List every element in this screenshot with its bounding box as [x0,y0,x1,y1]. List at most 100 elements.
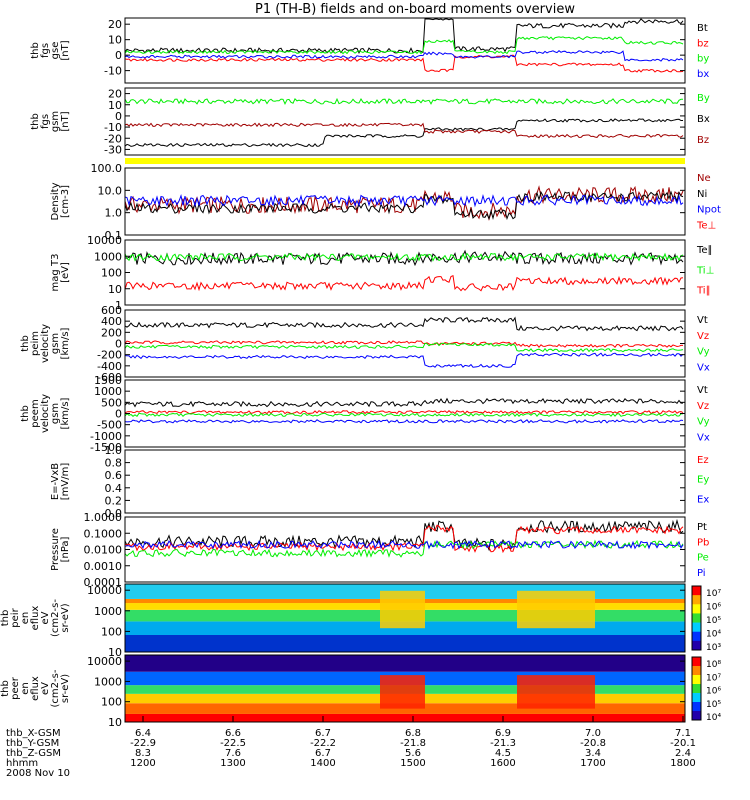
legend-Bx: Bx [697,114,710,125]
series-line-Te∥ [124,249,684,267]
series-line-Bt [124,18,684,54]
y-tick-label: 0.4 [105,482,123,495]
x-axis-row-label: hhmm [6,758,38,769]
y-axis-label-line: Density [50,182,61,220]
x-axis-value: 6.9 [495,728,511,739]
y-axis-label: thb fgs gse [nT] [30,40,71,60]
y-tick-label: 10000 [87,234,122,247]
x-axis-row-label: thb_Z-GSM [6,748,61,759]
heatmap-enhancement [380,675,425,709]
y-axis-label-line: [km/s] [60,327,71,359]
legend-Ne: Ne [697,173,711,184]
y-tick-label: 100 [101,696,122,709]
series-line-by [124,36,684,55]
y-axis-label: E=-VxB [mV/m] [50,463,71,501]
y-axis-label-line: eV [40,682,51,695]
date-label: 2008 Nov 10 [6,768,70,779]
legend-Ti∥: Ti∥ [696,286,711,297]
y-axis-label-line: en [20,612,31,625]
y-axis-label-line: mag T3 [50,254,61,292]
panel-frame [124,17,686,84]
heatmap-enhancement [517,590,595,629]
y-axis-label-line: en [20,682,31,695]
y-tick-label: -400 [97,360,122,373]
y-tick-label: 1500 [94,374,122,387]
x-axis-value: 7.0 [585,728,601,739]
colorbar-frame [691,585,702,651]
legend-Vz: Vz [697,401,709,412]
y-tick-label: 10 [108,99,122,112]
y-tick-label: 100 [101,625,122,638]
series-line-Pt [124,518,684,552]
y-axis-label-line: [nPa] [60,536,71,562]
y-tick-label: -500 [97,419,122,432]
y-tick-label: 1000 [94,605,122,618]
yellow-separator-bar [125,158,685,164]
legend-Npot: Npot [697,205,721,216]
legend-Ey: Ey [697,475,709,486]
y-axis-label-line: gsm [50,111,61,132]
series-line-Vx [124,419,684,424]
legend-Ni: Ni [697,189,707,200]
y-tick-label: 100 [101,267,122,280]
y-tick-label: 100.0 [91,162,123,175]
y-tick-label: 10000 [87,584,122,597]
y-axis-label-line: Pressure [50,528,61,571]
colorbar-swatch [692,604,701,614]
x-axis-value: 6.6 [225,728,241,739]
colorbar-swatch [692,702,701,712]
y-tick-label: 1000 [94,250,122,263]
y-tick-label: 0.0010 [84,560,123,573]
panel-frame [124,583,686,653]
y-tick-label: 0 [115,49,122,62]
y-tick-label: 0.0001 [84,576,123,589]
legend-Te⊥: Te⊥ [696,220,716,231]
x-axis-value: -20.8 [580,738,606,749]
colorbar-swatch [692,657,701,667]
panel-frame [124,87,686,156]
series-line-Pi [124,539,684,550]
series-line-Vz [124,410,684,415]
series-line-Ti∥ [124,275,684,292]
y-tick-label: 0.0 [105,507,123,520]
panel-frame [124,654,686,723]
y-axis-label-line: [nT] [60,40,71,60]
legend-bx: bx [697,69,709,80]
series-line-Vt [124,397,683,408]
y-axis-label: mag T3 [eV] [50,254,71,292]
y-tick-label: 600 [101,304,122,317]
y-tick-label: 0.2 [105,494,123,507]
colorbar-swatch [692,631,701,642]
x-axis-value: 1700 [580,758,605,769]
x-axis-value: -22.5 [220,738,246,749]
colorbar-swatch [692,675,701,685]
colorbar-label: 10⁸ [706,660,721,670]
y-tick-label: -20 [104,132,122,145]
y-axis-label-line: thb [0,610,11,627]
x-axis-value: 8.3 [135,748,151,759]
x-axis-value: -21.3 [490,738,516,749]
y-tick-label: 1 [115,299,122,312]
y-axis-label-line: peem [30,399,41,427]
colorbar-swatch [692,640,701,651]
colorbar-swatch [692,711,701,721]
y-axis-label-line: sr-eV) [60,674,71,703]
y-axis-label-line: eflux [30,676,41,701]
panel-efield: 1.00.80.60.40.20.0 E=-VxB [mV/m] Ez Ey Ex [50,444,709,520]
colorbar-label: 10⁴ [706,713,721,723]
legend-Te∥: Te∥ [696,245,713,256]
y-tick-label: 0 [115,408,122,421]
colorbar-label: 10⁶ [706,687,721,697]
x-axis-value: 1200 [130,758,155,769]
legend-Bt: Bt [697,23,708,34]
panel-frame [124,449,686,514]
x-axis-value: 7.6 [225,748,241,759]
heatmap-enhancement [380,590,425,629]
panel-frame [124,239,686,306]
y-axis-label-line: [nT] [60,111,71,131]
series-line-Bx [124,118,683,148]
y-axis-label-line: [eV] [60,262,71,283]
y-tick-label: -1000 [90,430,122,443]
